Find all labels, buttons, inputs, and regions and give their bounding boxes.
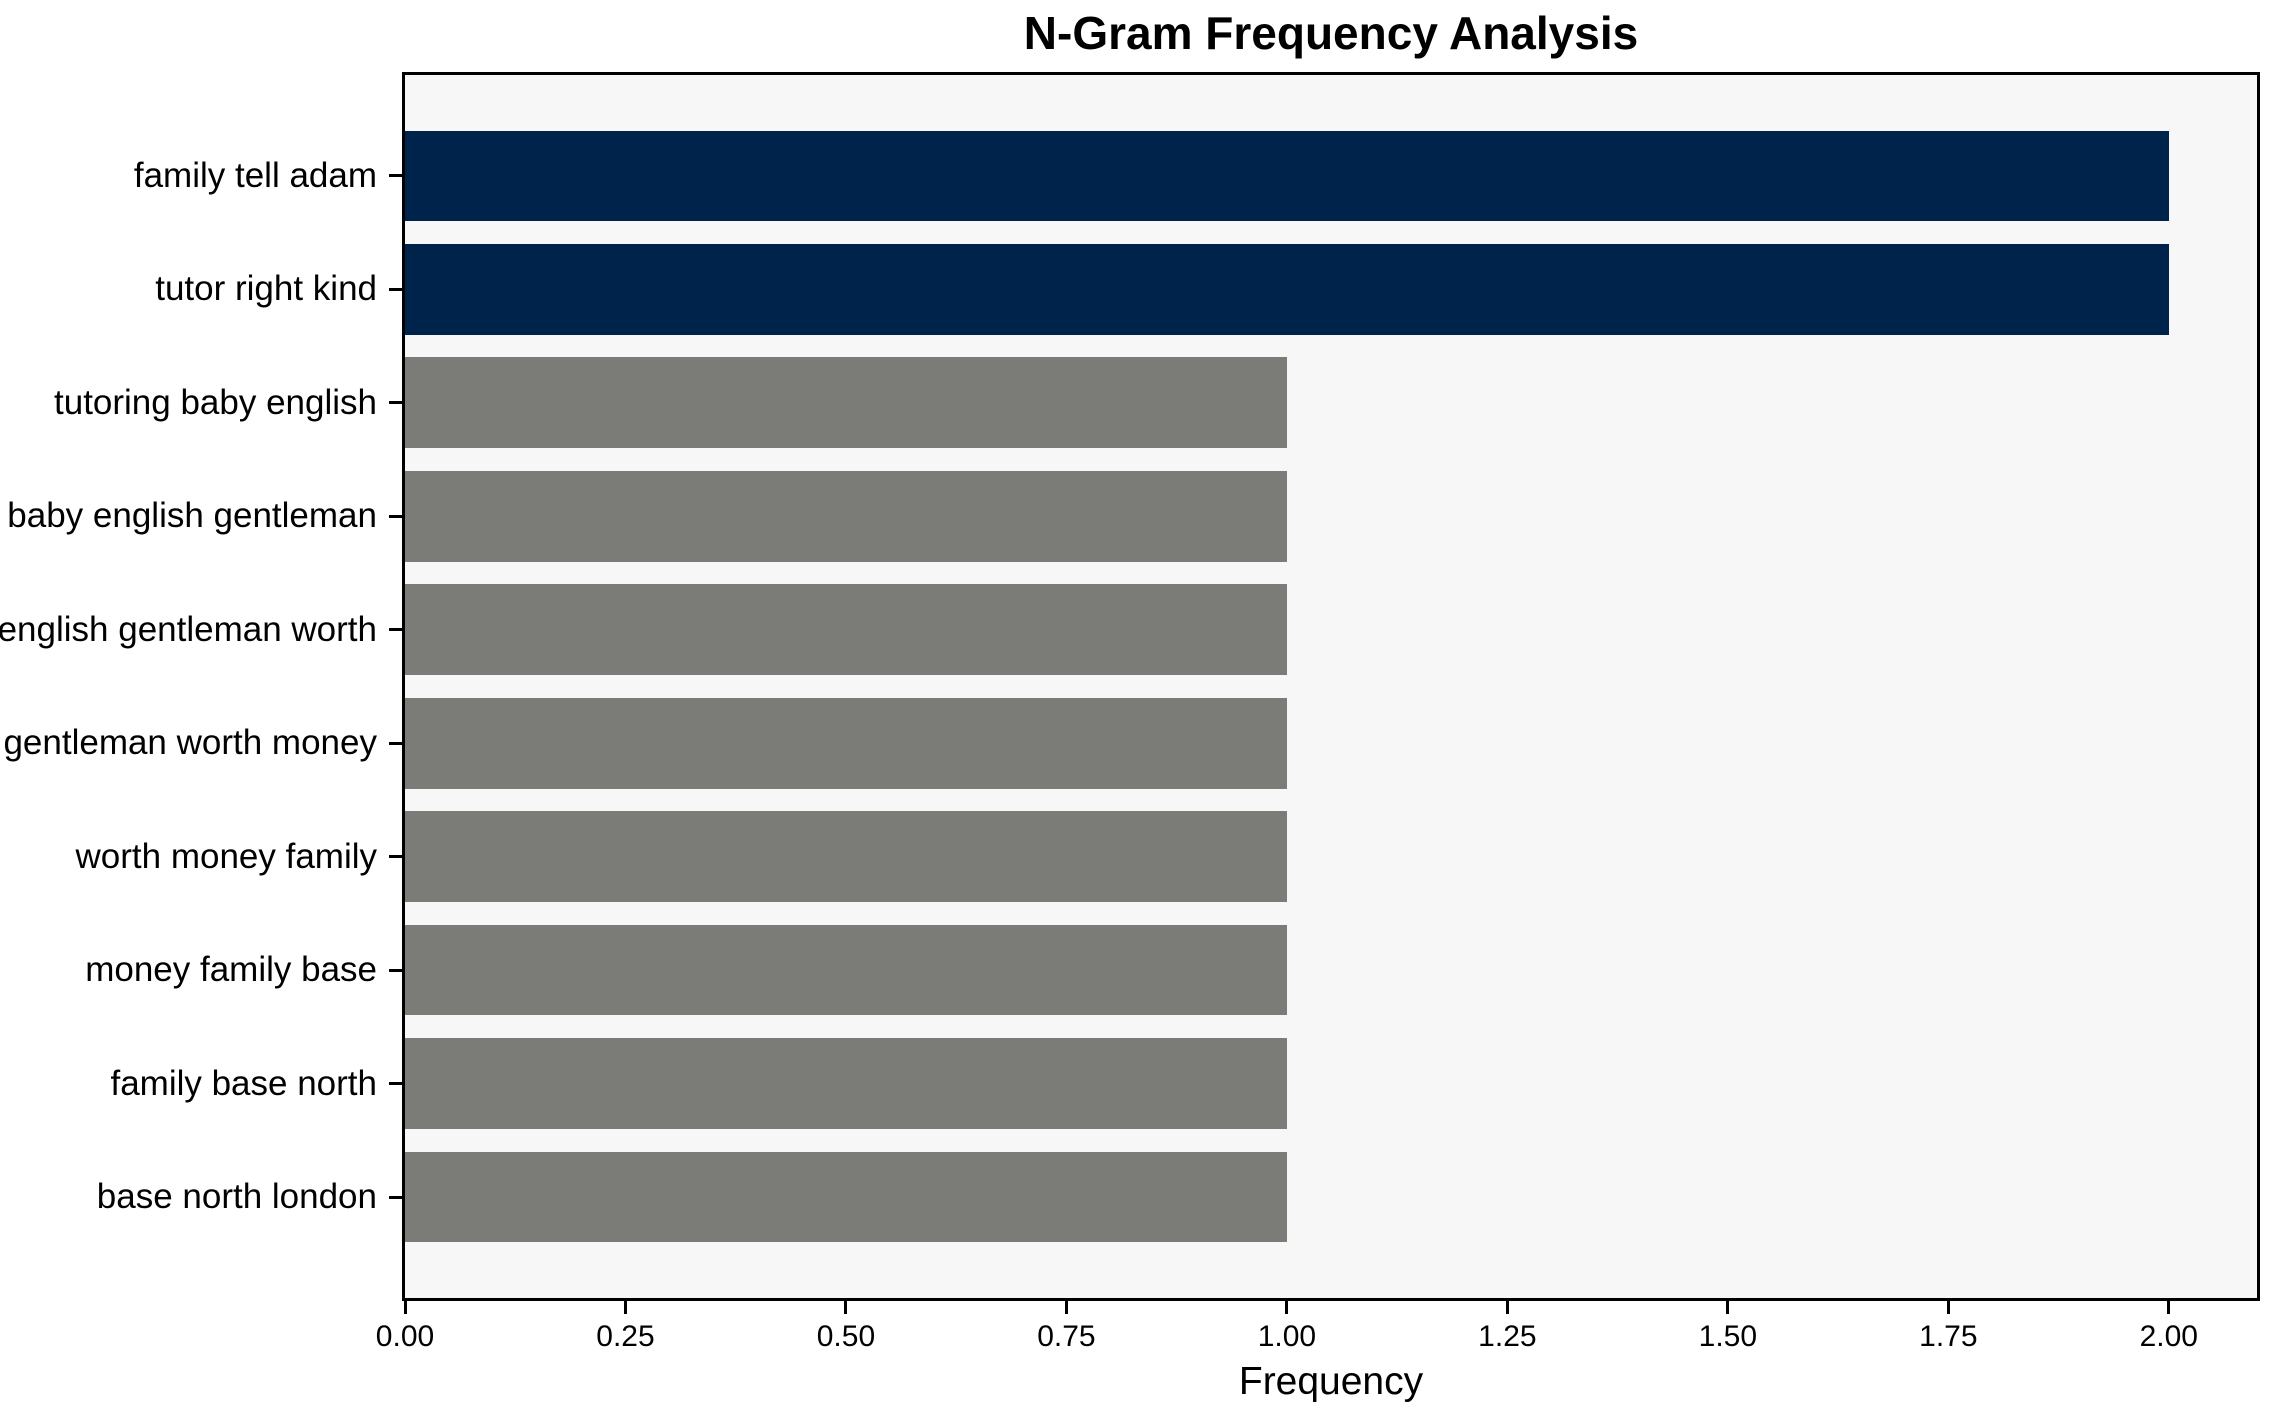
x-tick-mark [623, 1301, 627, 1314]
x-tick-label: 0.25 [596, 1320, 655, 1353]
bar [405, 130, 2169, 222]
x-tick-mark [1946, 1301, 1950, 1314]
x-tick-mark [1285, 1301, 1289, 1314]
y-tick-mark [389, 401, 402, 405]
y-tick-mark [389, 514, 402, 518]
y-tick-mark [389, 1082, 402, 1086]
plot-area [402, 72, 2260, 1301]
y-tick-label: family tell adam [133, 155, 377, 195]
x-tick-label: 1.75 [1919, 1320, 1978, 1353]
y-tick-mark [389, 628, 402, 632]
y-tick-label: gentleman worth money [3, 723, 377, 763]
x-tick-label: 0.00 [375, 1320, 435, 1353]
bar [405, 357, 1287, 449]
x-tick-label: 1.50 [1698, 1320, 1758, 1353]
bar [405, 1151, 1287, 1243]
x-tick-mark [1505, 1301, 1509, 1314]
y-tick-mark [389, 1195, 402, 1199]
x-tick-label: 2.00 [2139, 1320, 2198, 1353]
bar [405, 811, 1287, 903]
x-tick-label: 0.50 [816, 1320, 876, 1353]
y-tick-label: tutor right kind [155, 269, 377, 309]
x-axis-label: Frequency [1238, 1360, 1424, 1403]
x-tick-label: 1.25 [1478, 1320, 1537, 1353]
y-tick-mark [389, 968, 402, 972]
y-tick-mark [389, 174, 402, 178]
y-tick-label: tutoring baby english [54, 382, 377, 422]
y-tick-mark [389, 741, 402, 745]
bar [405, 697, 1287, 789]
y-tick-label: baby english gentleman [7, 496, 377, 536]
x-tick-label: 0.75 [1037, 1320, 1096, 1353]
x-tick-mark [403, 1301, 407, 1314]
y-tick-label: base north london [96, 1177, 377, 1217]
bar [405, 924, 1287, 1016]
x-tick-mark [1064, 1301, 1068, 1314]
y-tick-label: worth money family [75, 836, 377, 876]
y-tick-label: money family base [85, 950, 377, 990]
chart-title: N-Gram Frequency Analysis [1023, 7, 1639, 59]
x-tick-mark [2167, 1301, 2171, 1314]
y-tick-label: english gentleman worth [0, 609, 377, 649]
bar [405, 470, 1287, 562]
bar [405, 1038, 1287, 1129]
x-tick-label: 1.00 [1257, 1320, 1317, 1353]
x-tick-mark [844, 1301, 848, 1314]
bar [405, 584, 1287, 676]
y-tick-mark [389, 855, 402, 859]
x-tick-mark [1726, 1301, 1730, 1314]
y-tick-mark [389, 287, 402, 291]
y-tick-label: family base north [110, 1063, 377, 1103]
bar [405, 244, 2169, 335]
